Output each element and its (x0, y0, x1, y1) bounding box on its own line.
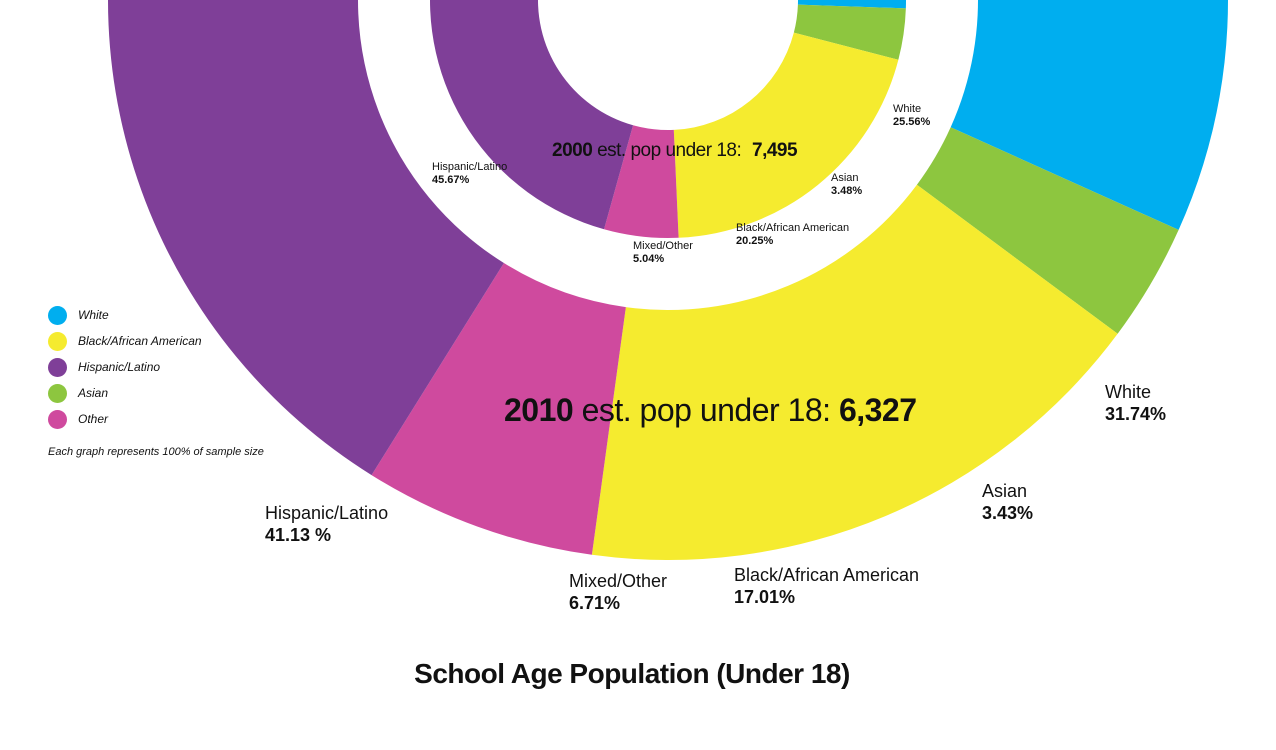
center-label-2000: 2000 est. pop under 18: 7,495 (552, 140, 798, 162)
slice-percent: 45.67% (432, 174, 470, 187)
slice-percent: 6.71% (569, 592, 621, 613)
inner-ring-2000 (430, 0, 906, 238)
slice-percent: 5.04% (633, 253, 665, 266)
center-text: est. pop under 18: (581, 392, 831, 428)
center-label-2010: 2010 est. pop under 18: 6,327 (504, 392, 917, 429)
slice-percent: 3.48% (831, 185, 863, 198)
slice-label-2010-white: White 31.74% (1105, 382, 1166, 426)
legend-label: Hispanic/Latino (78, 360, 161, 374)
legend-item-asian: Asian (48, 380, 202, 406)
outer-ring-2010 (108, 0, 1228, 560)
slice-label-2010-asian: Asian 3.43% (982, 481, 1033, 525)
slice-percent: 41.13 % (265, 524, 332, 545)
slice-2010-white (950, 0, 1228, 230)
slice-name: White (1105, 382, 1152, 402)
center-value: 7,495 (752, 140, 798, 161)
legend-swatch (48, 409, 67, 429)
legend-label: Other (78, 412, 109, 426)
slice-2010-black (591, 184, 1118, 560)
slice-name: Hispanic/Latino (432, 161, 508, 173)
slice-percent: 17.01% (734, 586, 796, 607)
legend-item-other: Other (48, 406, 202, 432)
slice-label-2010-other: Mixed/Other 6.71% (569, 571, 667, 615)
center-year: 2010 (504, 392, 574, 428)
center-year: 2000 (552, 140, 593, 161)
slice-name: Hispanic/Latino (265, 503, 389, 523)
slice-2010-hispanic (108, 0, 504, 476)
slice-name: Asian (982, 481, 1028, 501)
slice-2000-asian (793, 4, 906, 60)
legend-label: Black/African American (78, 334, 202, 348)
slice-label-2010-hispanic: Hispanic/Latino 41.13 % (265, 503, 388, 547)
legend-swatch (48, 305, 67, 325)
center-text: est. pop under 18: (597, 140, 742, 161)
slice-label-2000-hispanic: Hispanic/Latino 45.67% (432, 161, 507, 188)
slice-percent: 3.43% (982, 502, 1034, 523)
slice-2010-other (371, 263, 626, 555)
slice-name: Black/African American (736, 222, 850, 234)
slice-label-2000-asian: Asian 3.48% (831, 172, 862, 199)
legend-swatch (48, 383, 67, 403)
slice-label-2010-black: Black/African American 17.01% (734, 565, 919, 609)
slice-percent: 31.74% (1105, 403, 1167, 424)
slice-name: Mixed/Other (569, 571, 668, 591)
legend-label: White (78, 308, 109, 322)
legend: White Black/African American Hispanic/La… (48, 302, 202, 432)
slice-percent: 25.56% (893, 116, 931, 129)
legend-swatch (48, 331, 67, 351)
legend-item-white: White (48, 302, 202, 328)
slice-name: Black/African American (734, 565, 920, 585)
center-value: 6,327 (838, 392, 917, 428)
slice-name: Asian (831, 172, 859, 184)
chart-title: School Age Population (Under 18) (414, 658, 850, 689)
slice-name: White (893, 103, 922, 115)
legend-item-black: Black/African American (48, 328, 202, 354)
slice-label-2000-other: Mixed/Other 5.04% (633, 240, 693, 267)
legend-label: Asian (78, 386, 109, 400)
slice-2010-asian (916, 127, 1179, 334)
slice-2000-white (797, 0, 906, 9)
slice-2000-hispanic (430, 0, 634, 230)
legend-item-hispanic: Hispanic/Latino (48, 354, 202, 380)
slice-label-2000-black: Black/African American 20.25% (736, 222, 849, 249)
legend-note: Each graph represents 100% of sample siz… (48, 446, 264, 458)
slice-label-2000-white: White 25.56% (893, 103, 930, 130)
slice-2000-other (604, 125, 679, 238)
slice-name: Mixed/Other (633, 240, 693, 252)
slice-percent: 20.25% (736, 235, 774, 248)
slice-2000-black (673, 32, 899, 238)
legend-swatch (48, 357, 67, 377)
